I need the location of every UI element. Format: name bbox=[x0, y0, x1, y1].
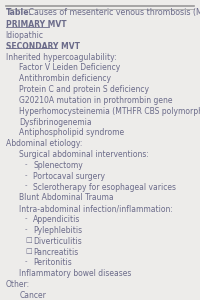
Text: -: - bbox=[25, 161, 28, 167]
Text: Pancreatitis: Pancreatitis bbox=[33, 248, 79, 256]
Text: SECONDARY MVT: SECONDARY MVT bbox=[6, 42, 80, 51]
Text: Protein C and protein S deficiency: Protein C and protein S deficiency bbox=[19, 85, 149, 94]
Text: Blunt Abdominal Trauma: Blunt Abdominal Trauma bbox=[19, 194, 114, 202]
Text: Causes of mesenteric venous thrombosis (MVT).: Causes of mesenteric venous thrombosis (… bbox=[26, 8, 200, 16]
Text: -: - bbox=[25, 215, 28, 221]
Text: Pylephlebitis: Pylephlebitis bbox=[33, 226, 82, 235]
Text: -: - bbox=[25, 183, 28, 189]
Text: Hyperhomocysteinemia (MTHFR CBS polymorphisms): Hyperhomocysteinemia (MTHFR CBS polymorp… bbox=[19, 107, 200, 116]
Text: Antithrombin deficiency: Antithrombin deficiency bbox=[19, 74, 111, 83]
Text: Sclerotherapy for esophageal varices: Sclerotherapy for esophageal varices bbox=[33, 183, 176, 192]
Text: Inflammatory bowel diseases: Inflammatory bowel diseases bbox=[19, 269, 132, 278]
Text: Surgical abdominal interventions:: Surgical abdominal interventions: bbox=[19, 150, 149, 159]
Text: □: □ bbox=[25, 248, 32, 254]
Text: Idiopathic: Idiopathic bbox=[6, 31, 44, 40]
Text: -: - bbox=[25, 226, 28, 232]
Text: Cancer: Cancer bbox=[19, 291, 46, 300]
Text: Table.: Table. bbox=[6, 8, 32, 16]
Text: Inherited hypercoagulability:: Inherited hypercoagulability: bbox=[6, 52, 116, 62]
Text: Dysfibrinogenemia: Dysfibrinogenemia bbox=[19, 118, 92, 127]
Text: Portocaval surgery: Portocaval surgery bbox=[33, 172, 105, 181]
Text: Antiphospholipid syndrome: Antiphospholipid syndrome bbox=[19, 128, 125, 137]
Text: Peritonitis: Peritonitis bbox=[33, 259, 72, 268]
Text: Abdominal etiology:: Abdominal etiology: bbox=[6, 139, 82, 148]
Text: □: □ bbox=[25, 237, 32, 243]
Text: -: - bbox=[25, 259, 28, 265]
Text: -: - bbox=[25, 172, 28, 178]
Text: Splenectomy: Splenectomy bbox=[33, 161, 83, 170]
Text: Other:: Other: bbox=[6, 280, 30, 289]
Text: Factor V Leiden Deficiency: Factor V Leiden Deficiency bbox=[19, 64, 121, 73]
Text: Diverticulitis: Diverticulitis bbox=[33, 237, 82, 246]
Text: Intra-abdominal infection/inflammation:: Intra-abdominal infection/inflammation: bbox=[19, 204, 173, 213]
Text: PRIMARY MVT: PRIMARY MVT bbox=[6, 20, 66, 29]
Text: Appendicitis: Appendicitis bbox=[33, 215, 81, 224]
Text: G20210A mutation in prothrombin gene: G20210A mutation in prothrombin gene bbox=[19, 96, 173, 105]
